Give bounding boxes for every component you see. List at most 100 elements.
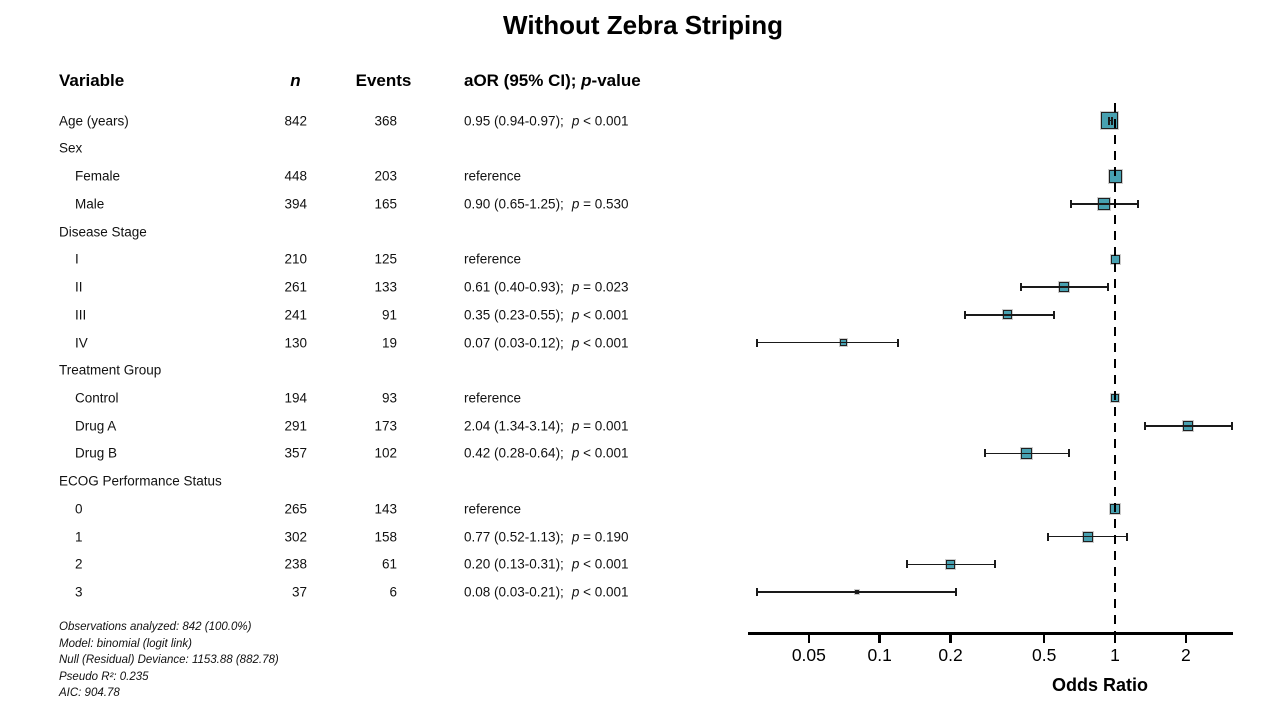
x-axis-tick-label: 2 — [1180, 645, 1191, 665]
row-variable-label: 1 — [75, 529, 83, 545]
footnote-line: Null (Residual) Deviance: 1153.88 (882.7… — [59, 654, 279, 667]
aor-ci-text: 0.90 (0.65-1.25); — [464, 196, 564, 212]
column-header-n: n — [290, 71, 301, 90]
model-footnotes: Observations analyzed: 842 (100.0%) Model… — [59, 619, 279, 702]
cell-aor-ci-pvalue: 0.35 (0.23-0.55); p < 0.001 — [464, 307, 629, 322]
aor-ci-text: 0.07 (0.03-0.12); — [464, 335, 564, 351]
cell-n: 194 — [284, 390, 307, 406]
cell-aor-ci-pvalue: reference — [464, 501, 521, 516]
row-variable-label: 0 — [75, 501, 83, 517]
column-header-aor-p: p — [581, 71, 592, 90]
aor-ci-text: 0.08 (0.03-0.21); — [464, 584, 564, 600]
cell-events: 143 — [374, 501, 397, 517]
ci-cap-high — [1126, 532, 1129, 541]
ci-whisker — [756, 591, 956, 593]
cell-aor-ci-pvalue: 0.90 (0.65-1.25); p = 0.530 — [464, 196, 629, 211]
cell-events: 173 — [374, 418, 397, 434]
x-axis-tick — [1184, 635, 1188, 643]
cell-n: 238 — [284, 556, 307, 572]
cell-n: 265 — [284, 501, 307, 517]
aor-ci-text: 2.04 (1.34-3.14); — [464, 418, 564, 434]
cell-events: 203 — [374, 168, 397, 184]
cell-aor-ci-pvalue: 0.95 (0.94-0.97); p < 0.001 — [464, 113, 629, 128]
p-value-text: < 0.001 — [579, 584, 629, 600]
p-value-text: = 0.190 — [579, 529, 629, 545]
cell-events: 158 — [374, 529, 397, 545]
row-variable-label: II — [75, 279, 83, 295]
p-symbol: p — [571, 418, 580, 434]
p-symbol: p — [571, 335, 580, 351]
ci-cap-low — [963, 310, 966, 319]
footnote-line: AIC: 904.78 — [59, 687, 120, 700]
row-variable-label: 2 — [75, 556, 83, 572]
row-group-label: Disease Stage — [59, 224, 147, 240]
row-variable-label: Age (years) — [59, 113, 129, 129]
cell-events: 6 — [389, 584, 397, 600]
x-axis-tick-label: 0.2 — [938, 645, 963, 665]
cell-aor-ci-pvalue: 0.77 (0.52-1.13); p = 0.190 — [464, 529, 629, 544]
cell-aor-ci-pvalue: 0.42 (0.28-0.64); p < 0.001 — [464, 446, 629, 461]
ci-cap-low — [905, 560, 908, 569]
ci-cap-high — [1230, 421, 1233, 430]
row-group-label: Sex — [59, 140, 83, 156]
aor-ci-text: reference — [464, 501, 522, 517]
cell-aor-ci-pvalue: 0.08 (0.03-0.21); p < 0.001 — [464, 585, 629, 600]
ci-cap-low — [1047, 532, 1050, 541]
ci-cap-high — [954, 588, 957, 597]
p-symbol: p — [571, 445, 580, 461]
cell-events: 133 — [374, 279, 397, 295]
row-variable-label: Female — [75, 168, 121, 184]
aor-ci-text: 0.42 (0.28-0.64); — [464, 445, 564, 461]
cell-n: 261 — [284, 279, 307, 295]
ci-cap-low — [1020, 283, 1023, 292]
ci-cap-high — [1110, 116, 1113, 125]
ci-whisker — [1144, 424, 1232, 427]
ci-cap-high — [1106, 283, 1109, 292]
x-axis-tick — [1042, 635, 1046, 643]
p-value-text: < 0.001 — [579, 113, 629, 129]
x-axis-tick — [949, 635, 952, 643]
cell-aor-ci-pvalue: 0.20 (0.13-0.31); p < 0.001 — [464, 557, 629, 572]
row-group-label: Treatment Group — [59, 362, 162, 378]
column-header-aor-prefix: aOR (95% CI); — [464, 71, 582, 90]
p-value-text: = 0.001 — [579, 418, 629, 434]
row-variable-label: Drug A — [75, 418, 117, 434]
ci-cap-high — [1052, 310, 1055, 319]
p-value-text: < 0.001 — [579, 556, 629, 572]
cell-events: 102 — [374, 445, 397, 461]
ci-cap-high — [994, 560, 997, 569]
row-variable-label: I — [75, 251, 79, 267]
p-symbol: p — [571, 279, 580, 295]
aor-ci-text: reference — [464, 168, 522, 184]
cell-aor-ci-pvalue: reference — [464, 169, 521, 184]
x-axis-tick — [878, 635, 881, 643]
cell-events: 93 — [381, 390, 397, 406]
p-value-text: < 0.001 — [579, 445, 629, 461]
aor-ci-text: 0.35 (0.23-0.55); — [464, 307, 564, 323]
ci-cap-low — [983, 449, 986, 458]
ci-whisker — [1048, 535, 1128, 538]
row-variable-label: Drug B — [75, 445, 118, 461]
cell-aor-ci-pvalue: reference — [464, 252, 521, 267]
row-variable-label: IV — [75, 335, 88, 351]
row-variable-label: Control — [75, 390, 119, 406]
cell-events: 91 — [381, 307, 397, 323]
cell-events: 61 — [381, 556, 397, 572]
aor-ci-text: 0.61 (0.40-0.93); — [464, 279, 564, 295]
aor-ci-text: 0.20 (0.13-0.31); — [464, 556, 564, 572]
cell-events: 125 — [374, 251, 397, 267]
x-axis-tick-label: 0.1 — [867, 645, 892, 665]
cell-n: 448 — [284, 168, 307, 184]
x-axis-tick — [807, 635, 811, 643]
ci-whisker — [1070, 203, 1138, 205]
x-axis-tick-label: 0.05 — [791, 645, 826, 665]
cell-events: 368 — [374, 113, 397, 129]
p-value-text: < 0.001 — [579, 307, 629, 323]
p-symbol: p — [571, 196, 580, 212]
ci-cap-low — [1107, 116, 1110, 125]
cell-aor-ci-pvalue: 2.04 (1.34-3.14); p = 0.001 — [464, 418, 629, 433]
cell-n: 210 — [284, 251, 307, 267]
row-variable-label: 3 — [75, 584, 83, 600]
